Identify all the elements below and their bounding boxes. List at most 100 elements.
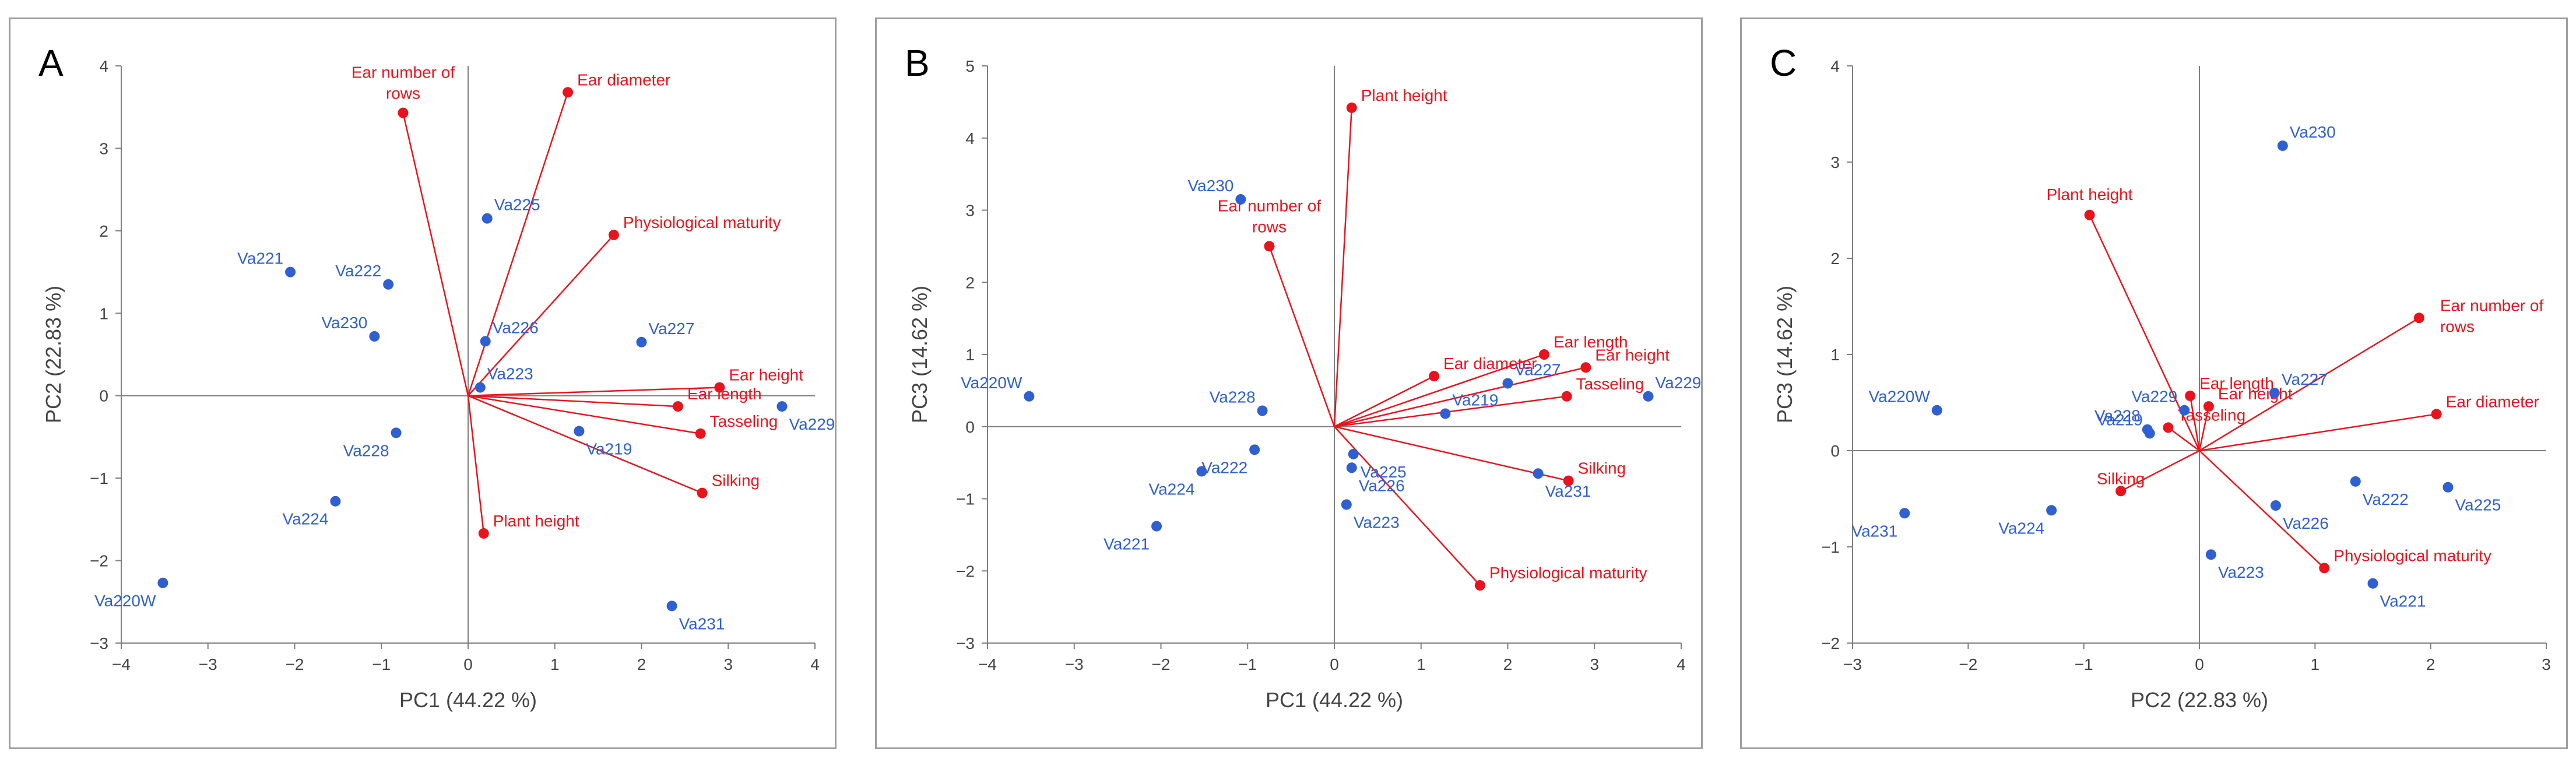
trait-vector-ear-length: [2189, 395, 2201, 451]
genotype-label-va228: Va228: [343, 441, 389, 459]
genotype-point-va220w: [1024, 391, 1035, 402]
trait-point-silking: [697, 487, 708, 498]
genotype-label-va230: Va230: [2290, 123, 2336, 141]
trait-point-ear-height: [714, 382, 725, 393]
trait-label-line: Ear diameter: [577, 71, 670, 89]
genotype-label-va221: Va221: [2380, 592, 2426, 610]
trait-label-ear-height: Ear height: [729, 366, 803, 384]
genotype-label-va227: Va227: [2282, 370, 2328, 388]
x-tick-label: 3: [1590, 655, 1599, 673]
y-tick-label: −2: [956, 562, 975, 580]
genotype-label-va223: Va223: [1354, 513, 1400, 531]
genotype-label-va222: Va222: [2363, 490, 2409, 508]
trait-label-line: Ear length: [2199, 374, 2274, 392]
genotype-point-va221: [2367, 578, 2378, 589]
x-axis-title: PC2 (22.83 %): [2131, 688, 2268, 712]
trait-label-ear-height: Ear height: [2218, 385, 2293, 403]
trait-label-plant-height: Plant height: [1361, 86, 1447, 104]
genotype-label-va220w: Va220W: [961, 374, 1022, 392]
trait-label-line: Tasseling: [1576, 375, 1644, 393]
genotype-point-va228: [1257, 405, 1268, 416]
y-tick-label: 3: [99, 139, 108, 157]
genotype-point-va221: [1151, 521, 1162, 532]
trait-vector-ear-diameter: [467, 92, 569, 396]
genotype-label-va231: Va231: [1851, 522, 1897, 540]
trait-label-line: Silking: [1578, 459, 1626, 477]
trait-label-line: Ear number of: [352, 64, 455, 82]
trait-label-plant-height: Plant height: [493, 512, 579, 530]
trait-label-line: Silking: [2097, 469, 2145, 487]
x-tick-label: 3: [723, 655, 733, 673]
genotype-point-va222: [2350, 476, 2361, 487]
y-tick-label: 0: [965, 418, 975, 436]
trait-label-line: Ear height: [2218, 385, 2293, 403]
trait-label-line: Ear number of: [2440, 296, 2544, 314]
biplot-panel-a: A −4 −3 −2 −1 0 1 2 3 4 −3 −2 −1 0 1 2 3 4 PC1 (44.22 %) P…: [9, 17, 837, 749]
genotype-point-va227: [636, 336, 647, 347]
y-tick-label: 2: [1830, 250, 1840, 268]
x-tick-label: 1: [550, 655, 560, 673]
genotype-point-va223: [475, 382, 486, 393]
y-axis-title: PC2 (22.83 %): [41, 286, 65, 423]
biplot-panel-b: B −4 −3 −2 −1 0 1 2 3 4 −3 −2 −1 0 1 2 3 4 5 PC1 (44.22 %)…: [875, 17, 1703, 749]
trait-point-ear-number-of-rows: [398, 107, 409, 118]
y-axis-title: PC3 (14.62 %): [908, 286, 932, 423]
trait-point-tasseling: [1561, 391, 1572, 402]
trait-vector-ear-diameter: [1334, 375, 1435, 427]
trait-label-line: Ear length: [687, 385, 762, 403]
trait-vector-ear-length: [468, 395, 679, 408]
trait-label-line: Plant height: [1361, 86, 1447, 104]
y-tick-label: 4: [965, 129, 975, 148]
trait-vector-ear-number-of-rows: [2199, 317, 2420, 452]
trait-label-line: Ear diameter: [2446, 392, 2539, 410]
y-tick-label: 5: [965, 57, 975, 75]
panel-label-a: A: [38, 42, 64, 84]
trait-point-physiological-maturity: [2319, 563, 2330, 574]
genotype-label-va226: Va226: [493, 318, 539, 336]
trait-label-ear-length: Ear length: [2199, 374, 2274, 392]
genotype-label-va226: Va226: [2283, 514, 2329, 532]
trait-point-ear-diameter: [563, 87, 574, 98]
trait-point-ear-height: [1580, 362, 1591, 373]
x-tick-label: −4: [112, 655, 131, 673]
trait-point-ear-length: [1538, 349, 1549, 360]
genotype-point-va223: [1341, 499, 1352, 510]
genotype-point-va227: [1502, 378, 1513, 389]
y-tick-label: 3: [1830, 153, 1840, 171]
genotype-point-va220w: [1931, 405, 1942, 416]
x-tick-label: −2: [1959, 655, 1977, 673]
x-tick-label: −3: [199, 655, 217, 673]
genotype-point-va226: [2270, 500, 2281, 511]
x-tick-label: −2: [1152, 655, 1171, 673]
y-tick-label: −3: [956, 634, 975, 652]
trait-label-plant-height: Plant height: [2047, 185, 2133, 203]
trait-vector-silking: [2120, 450, 2200, 492]
x-tick-label: 1: [2311, 655, 2320, 673]
y-tick-label: −1: [1821, 538, 1840, 556]
trait-point-ear-number-of-rows: [1264, 241, 1275, 252]
trait-point-ear-number-of-rows: [2413, 312, 2424, 324]
genotype-point-va229: [2179, 405, 2190, 416]
genotype-label-va219: Va219: [586, 440, 632, 458]
x-axis-title: PC1 (44.22 %): [1266, 688, 1403, 712]
y-tick-label: −3: [90, 634, 108, 652]
genotype-label-va226: Va226: [1359, 476, 1405, 494]
trait-point-plant-height: [478, 528, 489, 539]
y-tick-label: −2: [90, 552, 108, 570]
genotype-label-va220w: Va220W: [94, 592, 156, 610]
panel-label-c: C: [1770, 42, 1797, 84]
genotype-point-va225: [482, 213, 493, 224]
x-axis-title: PC1 (44.22 %): [399, 688, 537, 712]
genotype-point-va223: [2205, 549, 2216, 560]
genotype-label-va222: Va222: [335, 262, 381, 280]
trait-point-physiological-maturity: [1474, 580, 1485, 591]
genotype-label-va221: Va221: [1104, 535, 1150, 553]
x-tick-label: 3: [2542, 655, 2551, 673]
genotype-label-va230: Va230: [1187, 177, 1233, 195]
y-axis-title: PC3 (14.62 %): [1773, 286, 1797, 423]
trait-point-physiological-maturity: [608, 229, 619, 240]
genotype-point-va230: [2277, 140, 2288, 151]
trait-label-line: Ear height: [1595, 346, 1670, 364]
